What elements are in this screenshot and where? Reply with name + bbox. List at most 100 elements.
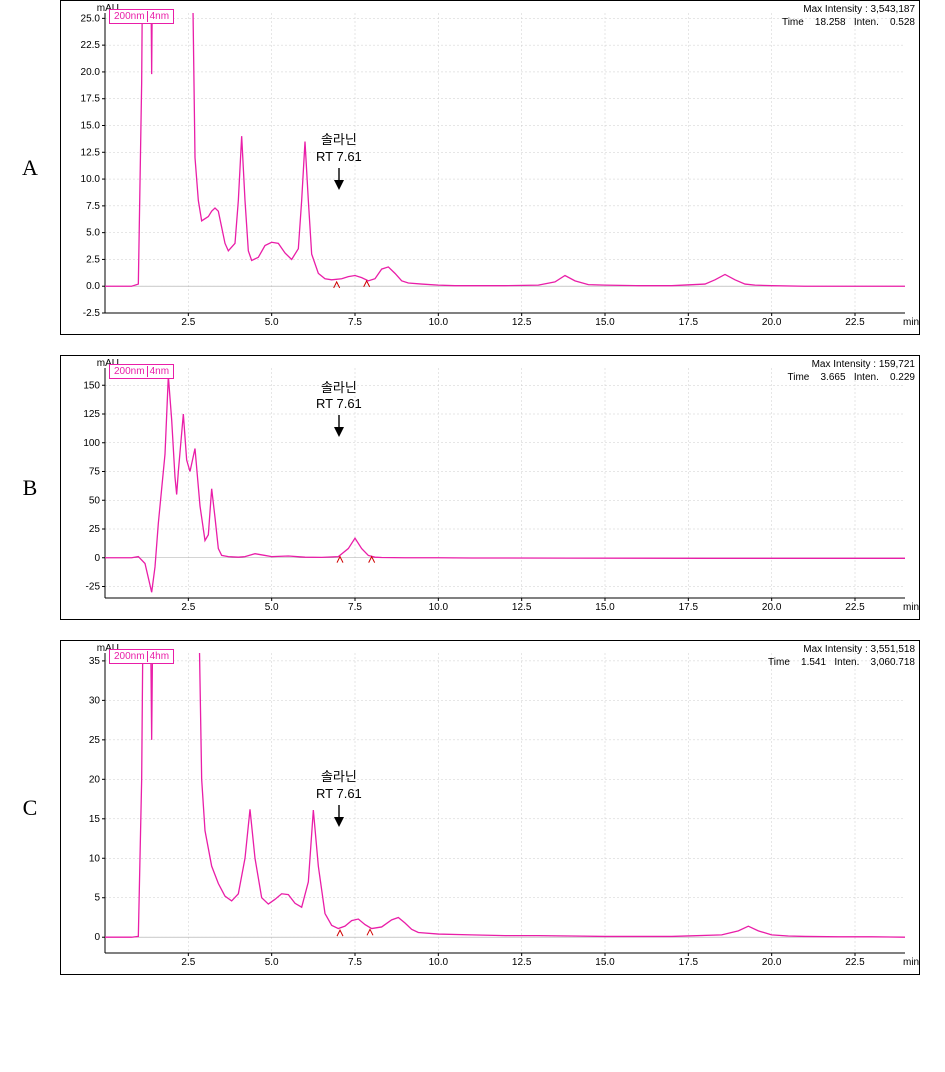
peak-marker: [367, 929, 373, 935]
wavelength-legend: 200nm4nm: [109, 364, 174, 379]
time-inten-label: Time 1.541 Inten. 3,060.718: [768, 656, 915, 669]
svg-text:7.5: 7.5: [348, 602, 362, 613]
svg-text:125: 125: [83, 409, 100, 420]
svg-text:17.5: 17.5: [679, 317, 699, 328]
svg-text:15.0: 15.0: [595, 957, 615, 968]
time-inten-label: Time 18.258 Inten. 0.528: [782, 16, 915, 29]
max-intensity-label: Max Intensity : 3,551,518: [768, 643, 915, 656]
chart-svg: -25 0 25 50 75 100 125 150 2.5 5.0 7.5 10.0 12.5 15.0…: [61, 356, 921, 621]
svg-text:12.5: 12.5: [512, 957, 532, 968]
svg-text:10.0: 10.0: [81, 174, 101, 185]
svg-text:22.5: 22.5: [845, 957, 865, 968]
svg-text:20: 20: [89, 774, 101, 785]
peak-name: 솔라닌: [316, 380, 362, 397]
peak-annotation: 솔라닌RT 7.61: [316, 132, 362, 192]
panel-label: A: [0, 155, 60, 181]
svg-text:min: min: [903, 602, 919, 613]
chromatogram-chart: 0 5 10 15 20 25 30 35 2.5 5.0 7.5 10.0 12.5 15.0 17.5 2…: [60, 640, 920, 975]
peak-marker: [334, 282, 340, 288]
svg-text:30: 30: [89, 695, 101, 706]
svg-text:20.0: 20.0: [762, 602, 782, 613]
svg-text:2.5: 2.5: [181, 957, 195, 968]
svg-text:17.5: 17.5: [679, 957, 699, 968]
svg-text:2.5: 2.5: [181, 602, 195, 613]
svg-text:20.0: 20.0: [81, 67, 101, 78]
svg-text:min: min: [903, 957, 919, 968]
svg-text:0: 0: [94, 932, 100, 943]
svg-text:150: 150: [83, 380, 100, 391]
svg-text:17.5: 17.5: [81, 94, 101, 105]
panel-label: C: [0, 795, 60, 821]
svg-text:25: 25: [89, 524, 101, 535]
max-intensity-label: Max Intensity : 3,543,187: [782, 3, 915, 16]
svg-text:10.0: 10.0: [429, 602, 449, 613]
svg-text:15.0: 15.0: [81, 121, 101, 132]
svg-text:5: 5: [94, 893, 100, 904]
arrow-down-icon: [332, 168, 346, 192]
peak-annotation: 솔라닌RT 7.61: [316, 769, 362, 829]
chromatogram-row-a: A -2.5 0.0 2.5 5.0 7.5 10.0 12.5 15.0 17.5 20.0 22.…: [0, 0, 945, 335]
intensity-info: Max Intensity : 3,551,518Time 1.541 Inte…: [768, 643, 915, 669]
svg-text:15.0: 15.0: [595, 602, 615, 613]
svg-text:10.0: 10.0: [429, 317, 449, 328]
time-inten-label: Time 3.665 Inten. 0.229: [788, 371, 915, 384]
chromatogram-row-c: C 0 5 10 15 20 25 30 35 2.5 5.0 7.5 10.0 12.5 15.0 17.5…: [0, 640, 945, 975]
chromatogram-trace: [105, 641, 905, 937]
svg-text:-25: -25: [86, 582, 101, 593]
svg-text:25.0: 25.0: [81, 13, 101, 24]
peak-rt: RT 7.61: [316, 786, 362, 803]
svg-text:22.5: 22.5: [81, 40, 101, 51]
peak-rt: RT 7.61: [316, 149, 362, 166]
svg-text:22.5: 22.5: [845, 317, 865, 328]
svg-text:2.5: 2.5: [181, 317, 195, 328]
arrow-down-icon: [332, 415, 346, 439]
chromatogram-row-b: B -25 0 25 50 75 100 125 150 2.5 5.0 7.5 10.0 12.5 15.…: [0, 355, 945, 620]
chart-svg: 0 5 10 15 20 25 30 35 2.5 5.0 7.5 10.0 12.5 15.0 17.5 2…: [61, 641, 921, 976]
svg-text:0.0: 0.0: [86, 281, 100, 292]
wavelength-legend: 200nm4nm: [109, 9, 174, 24]
svg-text:5.0: 5.0: [265, 317, 279, 328]
svg-text:20.0: 20.0: [762, 317, 782, 328]
svg-text:20.0: 20.0: [762, 957, 782, 968]
svg-text:17.5: 17.5: [679, 602, 699, 613]
peak-annotation: 솔라닌RT 7.61: [316, 380, 362, 440]
svg-text:50: 50: [89, 495, 101, 506]
chromatogram-chart: -25 0 25 50 75 100 125 150 2.5 5.0 7.5 10.0 12.5 15.0…: [60, 355, 920, 620]
chromatogram-trace: [105, 1, 905, 286]
svg-text:100: 100: [83, 438, 100, 449]
wavelength-legend: 200nm4hm: [109, 649, 174, 664]
svg-text:5.0: 5.0: [86, 228, 100, 239]
svg-text:25: 25: [89, 735, 101, 746]
svg-text:min: min: [903, 317, 919, 328]
intensity-info: Max Intensity : 3,543,187Time 18.258 Int…: [782, 3, 915, 29]
max-intensity-label: Max Intensity : 159,721: [788, 358, 915, 371]
chromatogram-trace: [105, 376, 905, 592]
svg-text:0: 0: [94, 553, 100, 564]
svg-text:7.5: 7.5: [86, 201, 100, 212]
svg-text:7.5: 7.5: [348, 957, 362, 968]
panel-label: B: [0, 475, 60, 501]
peak-marker: [337, 930, 343, 936]
svg-text:15: 15: [89, 814, 101, 825]
svg-text:5.0: 5.0: [265, 602, 279, 613]
arrow-down-icon: [332, 805, 346, 829]
intensity-info: Max Intensity : 159,721Time 3.665 Inten.…: [788, 358, 915, 384]
svg-text:10.0: 10.0: [429, 957, 449, 968]
chart-svg: -2.5 0.0 2.5 5.0 7.5 10.0 12.5 15.0 17.5 20.0 22.5…: [61, 1, 921, 336]
svg-text:2.5: 2.5: [86, 254, 100, 265]
svg-text:22.5: 22.5: [845, 602, 865, 613]
svg-text:75: 75: [89, 467, 101, 478]
svg-text:12.5: 12.5: [512, 317, 532, 328]
svg-text:35: 35: [89, 656, 101, 667]
svg-text:5.0: 5.0: [265, 957, 279, 968]
svg-text:12.5: 12.5: [512, 602, 532, 613]
svg-text:10: 10: [89, 853, 101, 864]
svg-text:7.5: 7.5: [348, 317, 362, 328]
svg-text:12.5: 12.5: [81, 147, 101, 158]
chromatogram-chart: -2.5 0.0 2.5 5.0 7.5 10.0 12.5 15.0 17.5 20.0 22.5…: [60, 0, 920, 335]
svg-text:-2.5: -2.5: [83, 308, 101, 319]
peak-name: 솔라닌: [316, 769, 362, 786]
peak-name: 솔라닌: [316, 132, 362, 149]
svg-text:15.0: 15.0: [595, 317, 615, 328]
peak-rt: RT 7.61: [316, 396, 362, 413]
